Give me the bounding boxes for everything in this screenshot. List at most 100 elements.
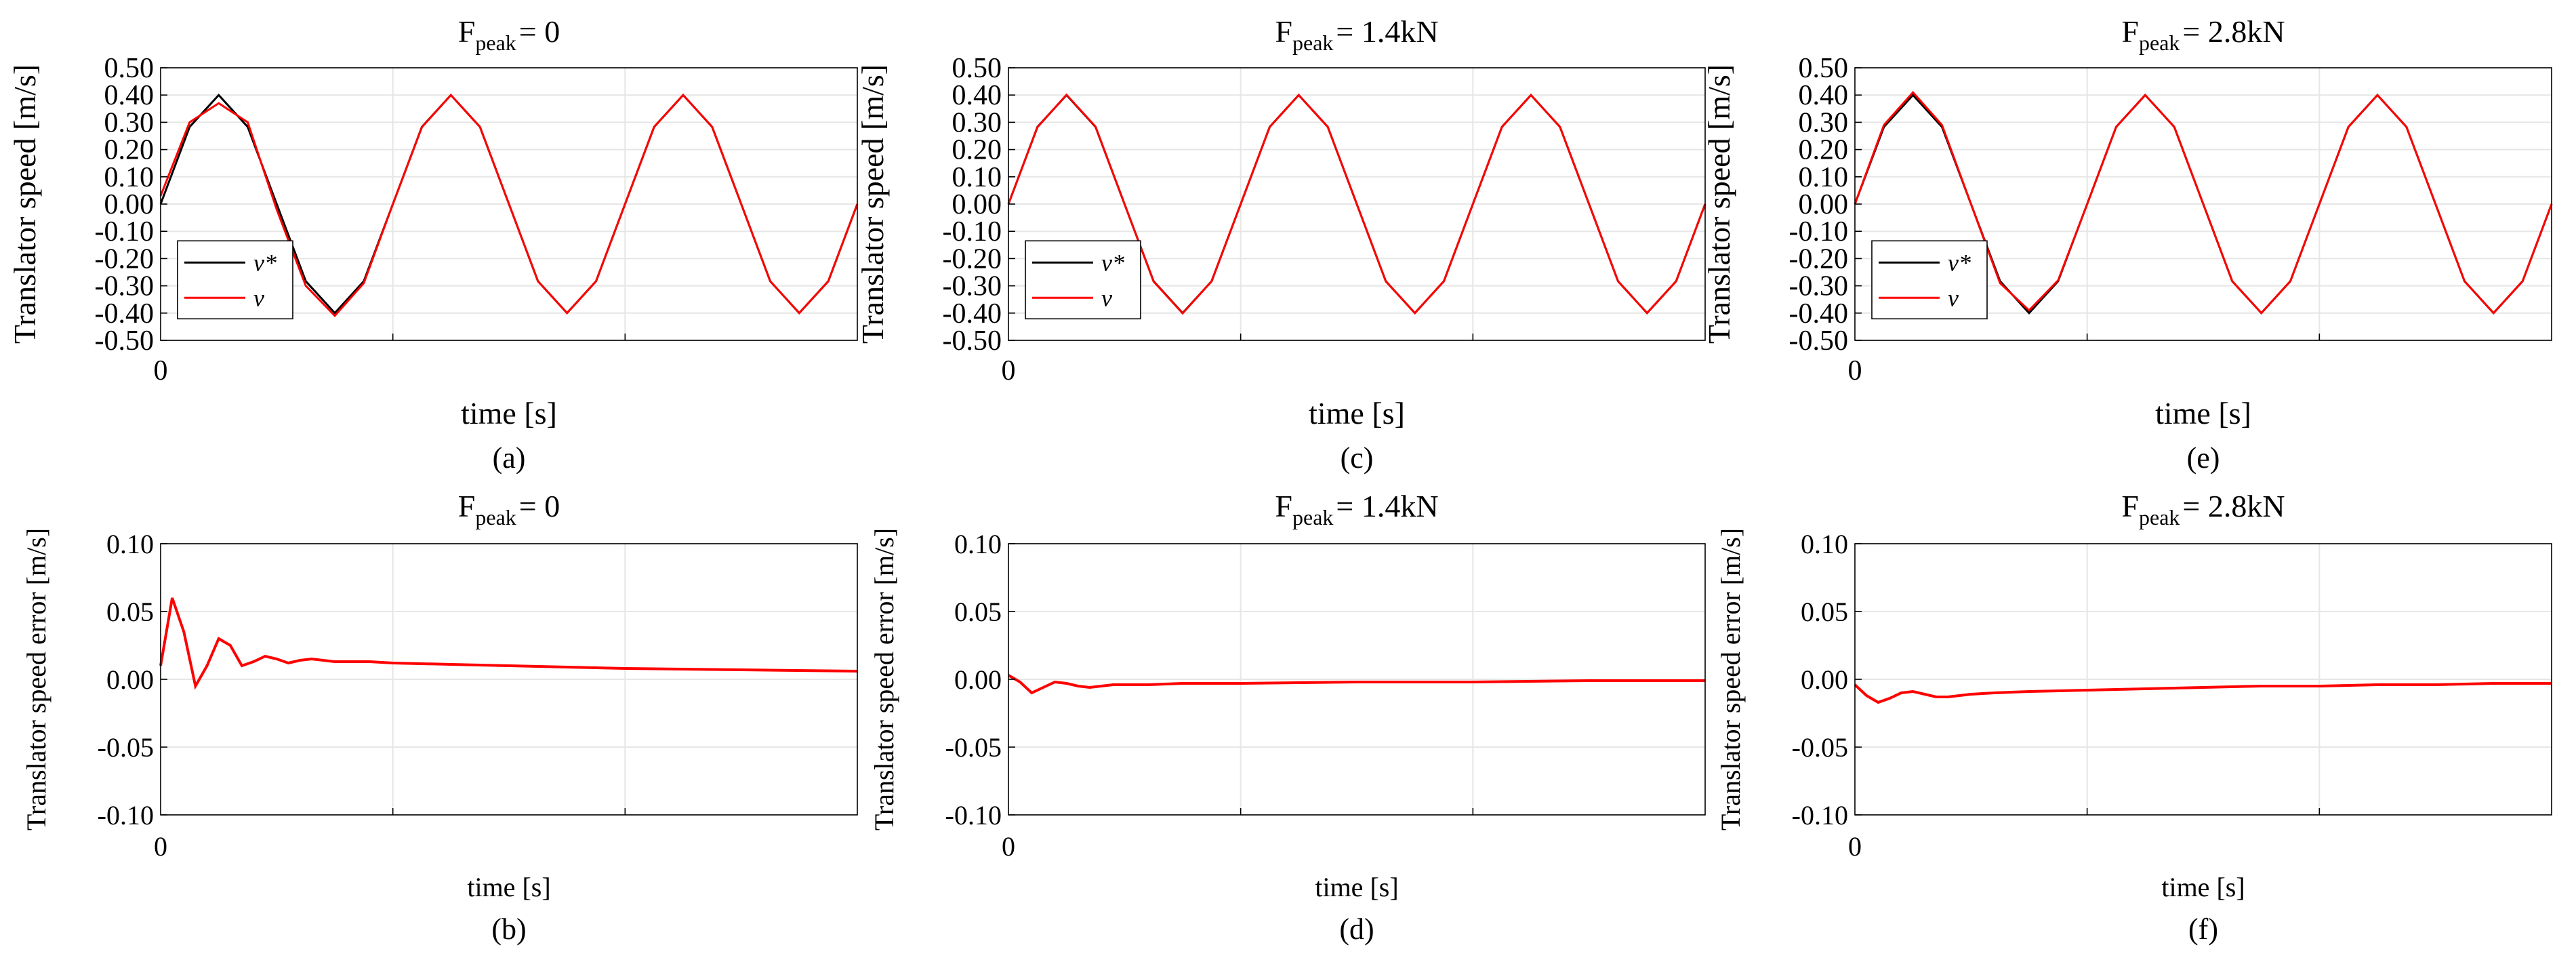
y-tick-label: -0.10 — [1792, 800, 1848, 830]
y-tick-label: -0.05 — [945, 732, 1002, 763]
y-tick-label: -0.20 — [943, 243, 1002, 275]
x-tick-label: 0 — [1002, 831, 1015, 862]
legend: v* v — [1025, 240, 1141, 320]
y-tick-label: -0.40 — [943, 298, 1002, 329]
y-tick-label: -0.30 — [1789, 271, 1849, 302]
y-tick-label: -0.50 — [95, 325, 155, 357]
panel-d: 0.10 0.05 0.00 -0.05 -0.100 Fpeak= 1.4kN time … — [869, 489, 1706, 946]
legend-entry-label: v* — [1948, 249, 1971, 276]
x-axis-label: time [s] — [2155, 396, 2251, 430]
y-tick-label: 0.50 — [1799, 53, 1849, 84]
x-tick-label: 0 — [1848, 355, 1862, 386]
x-axis-label: time [s] — [2161, 872, 2245, 902]
panel-c: 0.500.400.300.200.100.00-0.10-0.20-0.30-… — [855, 14, 1706, 475]
y-tick-label: 0.30 — [952, 107, 1002, 138]
panel-b: 0.10 0.05 0.00 -0.05 -0.100 Fpeak= 0 time [s] T… — [21, 489, 858, 946]
y-tick-label: -0.30 — [943, 271, 1002, 302]
y-tick-label: 0.10 — [954, 529, 1002, 559]
y-tick-label: -0.10 — [95, 216, 155, 247]
chart-title: Fpeak= 2.8kN — [2121, 489, 2285, 529]
x-axis-label: time [s] — [461, 396, 557, 430]
panel-a: 0.500.400.300.200.100.00-0.10-0.20-0.30-… — [7, 14, 859, 475]
y-tick-label: -0.50 — [1789, 325, 1849, 357]
y-tick-label: -0.10 — [98, 800, 154, 830]
y-tick-label: 0.40 — [952, 80, 1002, 111]
panel-e: 0.500.400.300.200.100.00-0.10-0.20-0.30-… — [1702, 14, 2553, 475]
series-line-v — [1007, 93, 1706, 315]
series-line-error — [1007, 674, 1705, 695]
x-tick-label: 0 — [154, 355, 168, 386]
legend-entry-label: v — [1948, 284, 1959, 311]
y-tick-label: -0.40 — [1789, 298, 1849, 329]
y-tick-label: 0.00 — [1801, 664, 1848, 695]
y-tick-label: 0.20 — [952, 135, 1002, 166]
legend-box — [177, 240, 293, 320]
y-axis-label: Translator speed [m/s] — [855, 64, 890, 344]
y-tick-label: 0.40 — [104, 80, 155, 111]
panel-caption: (c) — [1341, 441, 1374, 475]
y-tick-label: 0.40 — [1799, 80, 1849, 111]
y-tick-label: 0.30 — [104, 107, 155, 138]
series-line-v — [159, 93, 859, 318]
y-tick-label: 0.20 — [104, 135, 155, 166]
series-line-v — [1854, 90, 2553, 315]
y-tick-label: -0.10 — [943, 216, 1002, 247]
y-tick-label: -0.50 — [943, 325, 1002, 357]
y-axis-label: Translator speed [m/s] — [1702, 64, 1736, 344]
series-line-error — [1854, 682, 2552, 704]
legend: v* v — [177, 240, 293, 320]
chart-title: Fpeak= 1.4kN — [1275, 489, 1438, 529]
y-axis-label: Translator speed error [m/s] — [21, 528, 52, 830]
y-tick-label: 0.50 — [104, 53, 155, 84]
y-tick-label: -0.05 — [98, 732, 154, 763]
legend-entry-label: v* — [1101, 249, 1124, 276]
y-axis-label: Translator speed error [m/s] — [1715, 528, 1746, 830]
x-axis-label: time [s] — [1315, 872, 1398, 902]
chart-title: Fpeak= 0 — [458, 489, 560, 529]
y-tick-label: 0.10 — [106, 529, 154, 559]
y-tick-label: -0.05 — [1792, 732, 1848, 763]
x-axis-label: time [s] — [1309, 396, 1405, 430]
x-axis-label: time [s] — [467, 872, 550, 902]
y-tick-label: -0.20 — [95, 243, 155, 275]
y-tick-label: 0.50 — [952, 53, 1002, 84]
y-tick-label: -0.10 — [1789, 216, 1849, 247]
legend: v* v — [1871, 240, 1988, 320]
y-tick-label: 0.00 — [952, 189, 1002, 220]
chart-title: Fpeak= 2.8kN — [2121, 14, 2285, 55]
panel-f: 0.10 0.05 0.00 -0.05 -0.100 Fpeak= 2.8kN time … — [1715, 489, 2552, 946]
series-line-error — [159, 597, 858, 690]
y-tick-label: 0.00 — [1799, 189, 1849, 220]
y-tick-label: 0.10 — [952, 162, 1002, 193]
y-tick-label: 0.00 — [954, 664, 1002, 695]
chart-title: Fpeak= 1.4kN — [1275, 14, 1438, 55]
chart-title: Fpeak= 0 — [458, 14, 560, 55]
legend-box — [1025, 240, 1141, 320]
y-axis-label: Translator speed [m/s] — [7, 64, 42, 344]
panel-caption: (d) — [1339, 913, 1374, 946]
y-tick-label: -0.40 — [95, 298, 155, 329]
x-tick-label: 0 — [154, 831, 167, 862]
y-tick-label: 0.10 — [104, 162, 155, 193]
y-tick-label: 0.30 — [1799, 107, 1849, 138]
y-tick-label: -0.10 — [945, 800, 1002, 830]
x-tick-label: 0 — [1848, 831, 1862, 862]
panel-caption: (b) — [491, 913, 526, 946]
y-axis-label: Translator speed error [m/s] — [869, 528, 899, 830]
y-tick-label: -0.30 — [95, 271, 155, 302]
y-tick-label: 0.20 — [1799, 135, 1849, 166]
legend-entry-label: v — [1101, 284, 1112, 311]
y-tick-label: 0.00 — [104, 189, 155, 220]
y-tick-label: 0.10 — [1799, 162, 1849, 193]
y-tick-label: 0.00 — [106, 664, 154, 695]
x-tick-label: 0 — [1002, 355, 1016, 386]
legend-entry-label: v — [253, 284, 264, 311]
panel-caption: (a) — [493, 441, 526, 475]
legend-box — [1871, 240, 1988, 320]
y-tick-label: -0.20 — [1789, 243, 1849, 275]
y-tick-label: 0.05 — [1801, 597, 1848, 627]
y-tick-label: 0.05 — [106, 597, 154, 627]
panel-caption: (f) — [2188, 913, 2218, 946]
y-tick-label: 0.05 — [954, 597, 1002, 627]
